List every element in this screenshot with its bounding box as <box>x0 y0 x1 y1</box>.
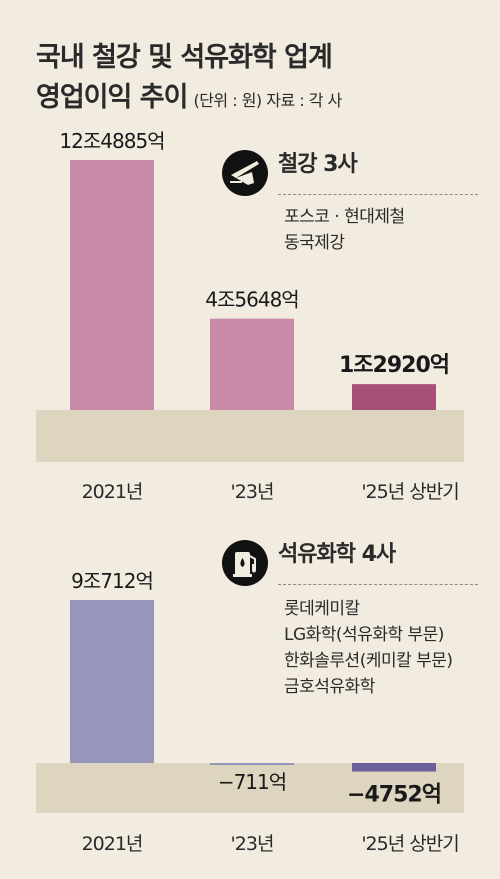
petrochemical-legend-divider <box>278 584 478 585</box>
baseline-band <box>36 410 464 462</box>
petrochemical-company: LG화학(석유화학 부문) <box>284 625 444 645</box>
bar <box>210 318 294 410</box>
page-title: 국내 철강 및 석유화학 업계 영업이익 추이 (단위 : 원) 자료 : 각 사 <box>36 38 342 121</box>
data-label: −4752억 <box>347 783 441 808</box>
petrochemical-series-name: 석유화학 4사 <box>278 542 396 567</box>
steel-series-name: 철강 3사 <box>278 152 358 177</box>
steel-chart: 12조4885억 4조5648억 1조2920억 2021년 '23년 '25년 상반기 … <box>36 129 478 503</box>
title-line-2-text: 영업이익 추이 <box>36 82 188 113</box>
data-label: 4조5648억 <box>205 288 298 312</box>
steel-legend: 철강 3사 포스코 · 현대제철 동국제강 <box>222 150 478 270</box>
petrochemical-chart: 9조712억 −711억 −4752억 2021년 '23년 '25년 상반기 석유화학 … <box>0 520 500 879</box>
tick-label: '25년 상반기 <box>361 481 458 503</box>
data-label: 12조4885억 <box>59 129 164 153</box>
title-line-2: 영업이익 추이 (단위 : 원) 자료 : 각 사 <box>36 78 342 121</box>
fuel-pump-icon <box>222 540 268 586</box>
tick-label: 2021년 <box>82 481 143 503</box>
bar <box>352 384 436 410</box>
bar <box>210 763 294 765</box>
steel-company: 포스코 · 현대제철 <box>284 207 405 227</box>
bar <box>352 763 436 772</box>
tick-label: 2021년 <box>82 833 143 855</box>
data-label: −711억 <box>218 770 286 794</box>
bar <box>70 600 154 763</box>
petrochemical-chart-svg: 9조712억 −711억 −4752억 2021년 '23년 '25년 상반기 <box>36 569 464 855</box>
steel-company: 동국제강 <box>284 233 345 253</box>
petrochemical-company: 롯데케미칼 <box>284 599 360 619</box>
tick-label: '23년 <box>231 833 274 855</box>
steel-chart-svg: 12조4885억 4조5648억 1조2920억 2021년 '23년 '25년 상반기 <box>36 129 464 503</box>
data-label: 1조2920억 <box>339 353 449 378</box>
petrochemical-company: 금호석유화학 <box>284 677 375 697</box>
steel-legend-divider <box>278 194 478 195</box>
title-line-1: 국내 철강 및 석유화학 업계 <box>36 42 333 73</box>
petrochemical-company: 한화솔루션(케미칼 부문) <box>284 651 453 671</box>
bar <box>70 160 154 410</box>
tick-label: '23년 <box>231 481 274 503</box>
data-label: 9조712억 <box>71 569 153 593</box>
unit-source-note: (단위 : 원) 자료 : 각 사 <box>193 91 342 110</box>
petrochemical-legend: 석유화학 4사 롯데케미칼 LG화학(석유화학 부문) 한화솔루션(케미칼 부문… <box>222 540 478 710</box>
tick-label: '25년 상반기 <box>361 833 458 855</box>
petrochemical-company-list: 롯데케미칼 LG화학(석유화학 부문) 한화솔루션(케미칼 부문) 금호석유화학 <box>284 596 453 700</box>
plane-icon <box>222 150 268 196</box>
steel-company-list: 포스코 · 현대제철 동국제강 <box>284 204 405 256</box>
